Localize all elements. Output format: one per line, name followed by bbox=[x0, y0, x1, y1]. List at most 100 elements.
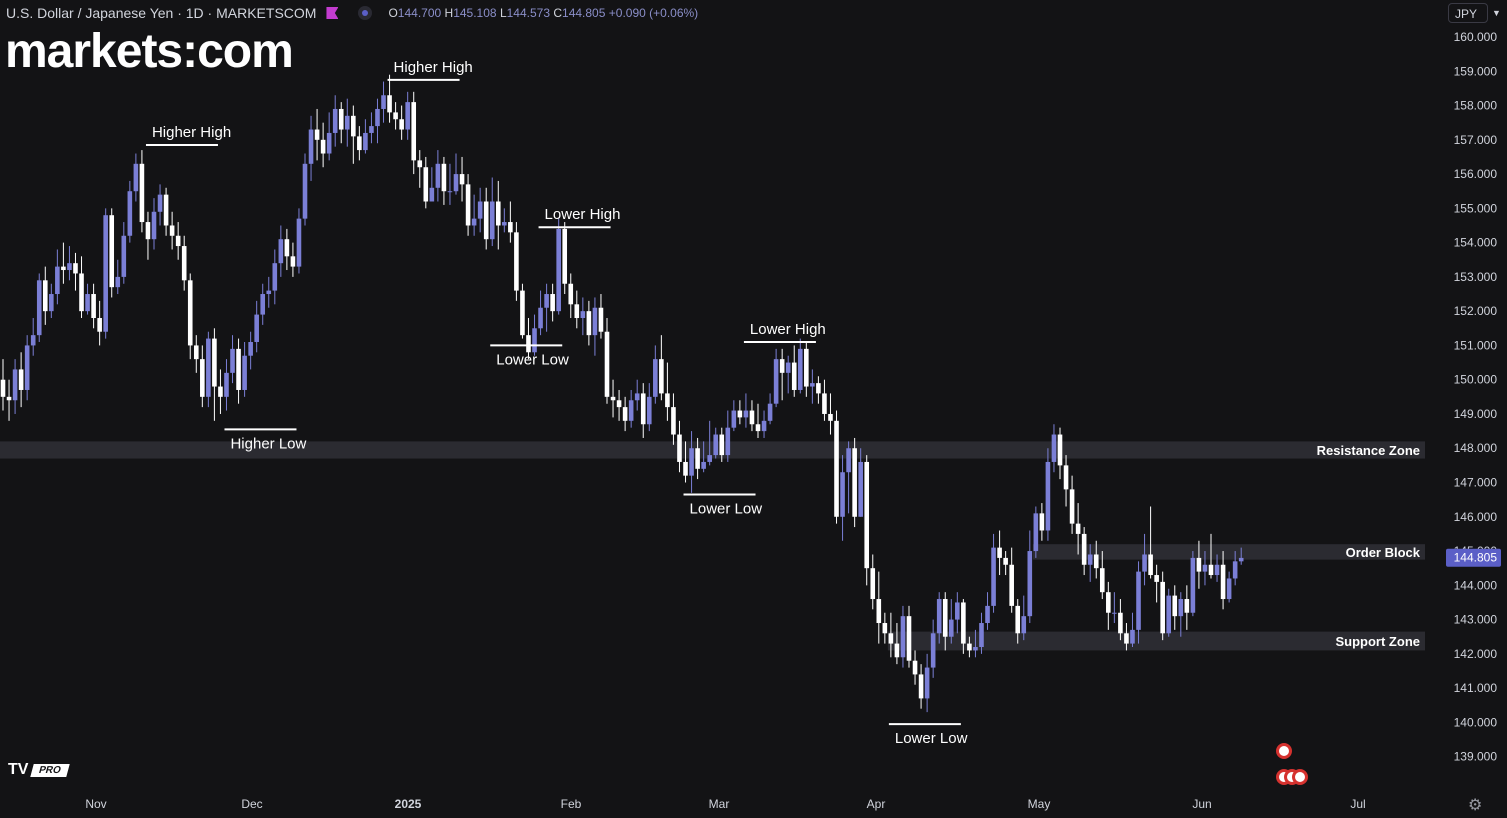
candle-body[interactable] bbox=[272, 263, 278, 291]
candle-body[interactable] bbox=[278, 239, 284, 264]
candle-body[interactable] bbox=[326, 132, 332, 154]
candle-body[interactable] bbox=[930, 633, 936, 668]
candle-body[interactable] bbox=[773, 359, 779, 404]
candle-body[interactable] bbox=[628, 400, 634, 421]
candle-body[interactable] bbox=[369, 126, 374, 133]
candle-body[interactable] bbox=[604, 331, 610, 397]
candle-body[interactable] bbox=[314, 129, 320, 140]
candle-body[interactable] bbox=[1160, 581, 1165, 634]
candle-body[interactable] bbox=[876, 599, 882, 624]
candle-body[interactable] bbox=[435, 163, 441, 188]
zone-band[interactable] bbox=[1032, 544, 1425, 560]
candle-body[interactable] bbox=[864, 461, 870, 569]
candle-body[interactable] bbox=[483, 201, 489, 240]
candle-body[interactable] bbox=[495, 201, 501, 226]
candle-body[interactable] bbox=[1178, 599, 1184, 617]
candle-body[interactable] bbox=[49, 294, 54, 312]
candle-body[interactable] bbox=[1148, 554, 1153, 576]
candle-body[interactable] bbox=[1124, 633, 1129, 644]
candle-body[interactable] bbox=[109, 215, 115, 288]
candle-body[interactable] bbox=[1033, 513, 1039, 552]
market-status-icon[interactable] bbox=[358, 6, 373, 20]
candle-body[interactable] bbox=[12, 369, 18, 401]
candle-body[interactable] bbox=[224, 372, 229, 397]
candle-body[interactable] bbox=[1003, 557, 1008, 565]
candle-body[interactable] bbox=[405, 102, 410, 130]
candle-body[interactable] bbox=[544, 294, 549, 308]
candle-body[interactable] bbox=[677, 434, 682, 462]
flag-icon[interactable] bbox=[326, 7, 339, 19]
candle-body[interactable] bbox=[363, 132, 368, 151]
candle-body[interactable] bbox=[121, 235, 127, 277]
candle-body[interactable] bbox=[1027, 551, 1033, 617]
candle-body[interactable] bbox=[1172, 595, 1178, 617]
candle-body[interactable] bbox=[30, 335, 36, 346]
candle-body[interactable] bbox=[791, 362, 797, 390]
candle-body[interactable] bbox=[967, 643, 972, 651]
candle-body[interactable] bbox=[538, 307, 543, 329]
candle-body[interactable] bbox=[502, 222, 507, 226]
candle-body[interactable] bbox=[24, 345, 30, 390]
candle-body[interactable] bbox=[731, 410, 737, 428]
candle-body[interactable] bbox=[737, 410, 743, 418]
candle-body[interactable] bbox=[302, 163, 308, 219]
candle-body[interactable] bbox=[1063, 465, 1069, 490]
candle-body[interactable] bbox=[900, 616, 906, 658]
candle-body[interactable] bbox=[115, 276, 121, 288]
candle-body[interactable] bbox=[556, 228, 561, 312]
candle-body[interactable] bbox=[338, 108, 344, 130]
candle-body[interactable] bbox=[1226, 578, 1232, 600]
symbol-title[interactable]: U.S. Dollar / Japanese Yen · 1D · MARKET… bbox=[6, 5, 317, 21]
candle-body[interactable] bbox=[0, 379, 6, 397]
candle-body[interactable] bbox=[743, 410, 749, 418]
candle-body[interactable] bbox=[1190, 557, 1196, 613]
candle-body[interactable] bbox=[266, 290, 272, 295]
candle-body[interactable] bbox=[1142, 554, 1147, 572]
candle-body[interactable] bbox=[206, 338, 211, 397]
candle-body[interactable] bbox=[393, 112, 398, 120]
candle-body[interactable] bbox=[175, 235, 181, 247]
candle-body[interactable] bbox=[139, 163, 145, 223]
candle-body[interactable] bbox=[840, 472, 845, 517]
candle-body[interactable] bbox=[417, 160, 423, 168]
candle-body[interactable] bbox=[351, 115, 356, 137]
candle-body[interactable] bbox=[622, 407, 628, 421]
candle-body[interactable] bbox=[936, 599, 942, 634]
candle-body[interactable] bbox=[532, 328, 537, 353]
candle-body[interactable] bbox=[127, 191, 133, 236]
zone-band[interactable] bbox=[0, 441, 1425, 459]
candle-body[interactable] bbox=[701, 461, 706, 469]
candle-body[interactable] bbox=[767, 403, 773, 421]
candle-body[interactable] bbox=[906, 616, 912, 661]
candle-body[interactable] bbox=[979, 623, 984, 648]
candle-body[interactable] bbox=[1196, 557, 1202, 572]
candle-body[interactable] bbox=[610, 396, 616, 401]
candle-body[interactable] bbox=[1015, 605, 1021, 634]
candle-body[interactable] bbox=[1202, 564, 1208, 572]
candle-body[interactable] bbox=[242, 355, 247, 390]
candle-body[interactable] bbox=[634, 393, 640, 401]
candle-body[interactable] bbox=[441, 163, 447, 192]
candle-body[interactable] bbox=[42, 280, 48, 312]
candle-body[interactable] bbox=[973, 647, 978, 651]
candle-body[interactable] bbox=[1099, 568, 1105, 593]
candle-body[interactable] bbox=[230, 348, 235, 373]
candle-body[interactable] bbox=[508, 222, 513, 233]
candle-body[interactable] bbox=[36, 280, 42, 336]
candle-body[interactable] bbox=[918, 674, 924, 699]
candle-body[interactable] bbox=[18, 369, 24, 390]
candle-body[interactable] bbox=[1087, 554, 1093, 565]
candle-body[interactable] bbox=[357, 136, 362, 151]
candle-body[interactable] bbox=[1075, 523, 1081, 534]
candle-body[interactable] bbox=[1136, 571, 1141, 630]
candle-body[interactable] bbox=[163, 194, 169, 226]
candle-body[interactable] bbox=[465, 184, 471, 226]
candle-body[interactable] bbox=[562, 228, 568, 284]
candle-body[interactable] bbox=[145, 222, 151, 240]
candle-body[interactable] bbox=[646, 396, 652, 425]
candle-body[interactable] bbox=[1051, 434, 1057, 462]
chevron-down-icon[interactable]: ▼ bbox=[1492, 8, 1501, 18]
candle-body[interactable] bbox=[719, 434, 725, 456]
candle-body[interactable] bbox=[846, 448, 851, 473]
candle-body[interactable] bbox=[67, 263, 72, 271]
